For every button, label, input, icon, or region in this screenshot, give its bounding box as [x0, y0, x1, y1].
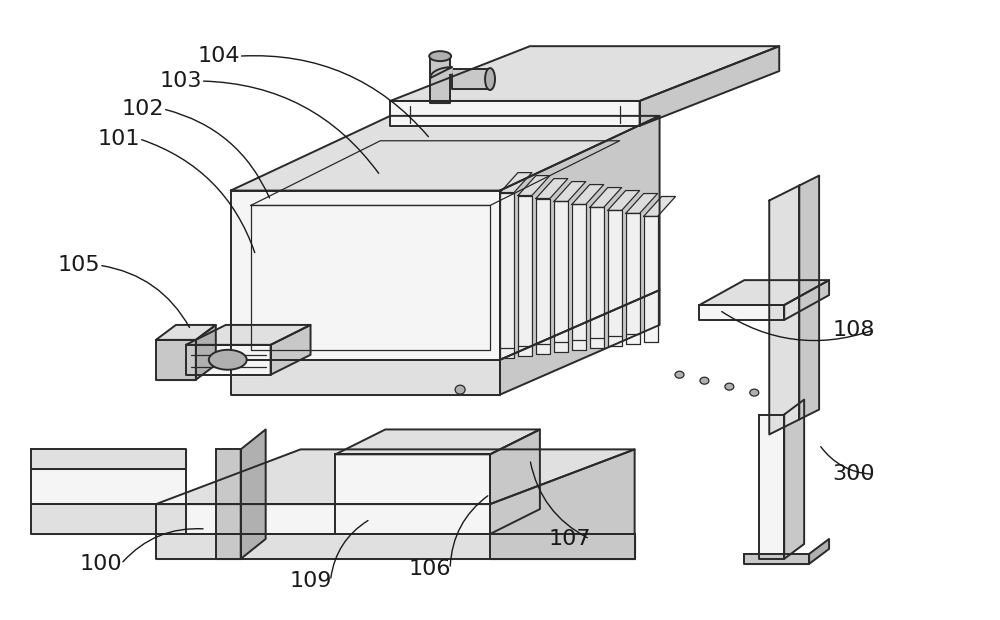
- Polygon shape: [644, 216, 658, 342]
- Polygon shape: [231, 360, 500, 394]
- Polygon shape: [186, 325, 311, 345]
- Polygon shape: [31, 450, 186, 469]
- Polygon shape: [390, 46, 779, 101]
- Polygon shape: [554, 182, 586, 202]
- Polygon shape: [216, 450, 241, 559]
- Text: 102: 102: [122, 99, 164, 119]
- Polygon shape: [156, 325, 216, 340]
- Polygon shape: [490, 450, 635, 534]
- Polygon shape: [156, 450, 635, 504]
- Text: 103: 103: [160, 71, 202, 91]
- Polygon shape: [759, 415, 784, 559]
- Polygon shape: [518, 175, 550, 195]
- Polygon shape: [784, 400, 804, 559]
- Text: 104: 104: [198, 46, 240, 66]
- Ellipse shape: [750, 389, 759, 396]
- Polygon shape: [452, 69, 490, 89]
- Polygon shape: [626, 213, 640, 344]
- Ellipse shape: [700, 377, 709, 384]
- Polygon shape: [430, 67, 452, 78]
- Polygon shape: [809, 539, 829, 564]
- Polygon shape: [500, 116, 660, 360]
- Text: 108: 108: [833, 320, 875, 340]
- Polygon shape: [156, 340, 196, 379]
- Polygon shape: [590, 188, 622, 208]
- Text: 101: 101: [98, 129, 140, 149]
- Polygon shape: [626, 193, 658, 213]
- Polygon shape: [335, 454, 490, 534]
- Polygon shape: [572, 185, 604, 205]
- Polygon shape: [335, 430, 540, 454]
- Polygon shape: [241, 430, 266, 559]
- Polygon shape: [608, 190, 640, 210]
- Polygon shape: [572, 205, 586, 350]
- Polygon shape: [536, 198, 550, 354]
- Text: 100: 100: [80, 554, 122, 574]
- Polygon shape: [590, 208, 604, 348]
- Ellipse shape: [485, 68, 495, 90]
- Ellipse shape: [429, 51, 451, 61]
- Polygon shape: [799, 175, 819, 420]
- Ellipse shape: [675, 371, 684, 378]
- Polygon shape: [699, 280, 829, 305]
- Polygon shape: [784, 280, 829, 320]
- Polygon shape: [500, 193, 514, 358]
- Polygon shape: [490, 430, 540, 534]
- Polygon shape: [518, 195, 532, 356]
- Polygon shape: [500, 290, 660, 394]
- Polygon shape: [231, 116, 660, 190]
- Polygon shape: [490, 534, 635, 559]
- Polygon shape: [231, 190, 500, 360]
- Text: 106: 106: [409, 559, 451, 579]
- Polygon shape: [156, 534, 635, 559]
- Polygon shape: [271, 325, 311, 374]
- Polygon shape: [536, 179, 568, 198]
- Polygon shape: [640, 46, 779, 126]
- Polygon shape: [196, 325, 216, 379]
- Text: 105: 105: [58, 255, 100, 275]
- Ellipse shape: [455, 385, 465, 394]
- Text: 107: 107: [549, 529, 591, 549]
- Polygon shape: [769, 185, 799, 435]
- Polygon shape: [156, 504, 490, 534]
- Polygon shape: [390, 101, 640, 126]
- Text: 109: 109: [289, 571, 332, 591]
- Text: 300: 300: [833, 464, 875, 484]
- Polygon shape: [186, 345, 271, 374]
- Polygon shape: [500, 172, 532, 193]
- Ellipse shape: [209, 350, 247, 370]
- Ellipse shape: [725, 383, 734, 390]
- Polygon shape: [608, 210, 622, 346]
- Polygon shape: [554, 202, 568, 352]
- Polygon shape: [31, 504, 186, 534]
- Polygon shape: [644, 197, 676, 216]
- Polygon shape: [699, 305, 784, 320]
- Polygon shape: [744, 554, 809, 564]
- Polygon shape: [430, 56, 450, 103]
- Polygon shape: [31, 469, 186, 504]
